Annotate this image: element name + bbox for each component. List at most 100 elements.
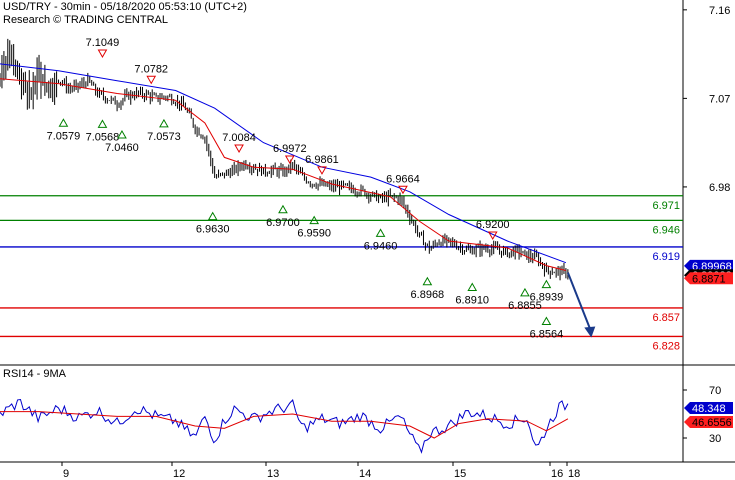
swing-low-label: 6.9700 (266, 217, 300, 229)
swing-low-label: 7.0573 (147, 131, 181, 143)
swing-high-marker (97, 49, 108, 59)
price-panel: 7.16 7.07 6.98 6.971 6.946 6.919 6.857 6.828 7.1… (0, 0, 735, 462)
rsi-panel: RSI14 - 9MA 70 30 48.348 46.6556 (0, 368, 733, 454)
price-tag-box (684, 272, 733, 285)
swing-low-label: 6.9460 (364, 240, 398, 252)
ma-slow-line (0, 63, 567, 264)
swing-annotation: 7.1049 (86, 37, 120, 59)
swing-annotation: 6.9200 (476, 219, 510, 240)
swing-annotation: 6.8855 (508, 287, 542, 312)
rsi-ma-line (0, 411, 569, 439)
swing-high-marker (234, 144, 244, 153)
rsi-axis-tick-label: 70 (709, 385, 721, 397)
swing-annotation: 6.8939 (530, 279, 564, 304)
swing-high-marker (487, 231, 498, 240)
level-label: 6.971 (652, 200, 680, 212)
swing-low-marker (541, 279, 552, 289)
price-tag: 6.8871 (684, 272, 733, 285)
swing-annotation: 7.0579 (47, 118, 81, 142)
swing-annotation: 7.0460 (105, 129, 139, 154)
swing-high-marker (317, 166, 327, 175)
swing-low-marker (422, 276, 433, 286)
time-axis-tick-label: 15 (454, 468, 466, 480)
swing-annotation: 6.8564 (530, 316, 564, 341)
level-label: 6.857 (652, 312, 680, 324)
swing-low-marker (278, 204, 288, 214)
time-axis-tick-label: 14 (359, 468, 371, 480)
swing-annotation: 6.9700 (266, 204, 300, 229)
swing-annotation: 6.9861 (305, 154, 339, 175)
swing-low-marker (58, 118, 69, 127)
swing-annotation: 6.9630 (196, 211, 230, 236)
swing-annotation: 6.9590 (297, 215, 331, 240)
ma-fast-line (0, 78, 567, 271)
rsi-value-tag-box (684, 416, 733, 428)
swing-low-marker (117, 129, 127, 139)
forecast-arrow-head (584, 326, 596, 338)
rsi-value-tag: 48.348 (684, 402, 733, 415)
swing-low-label: 6.8855 (508, 300, 542, 312)
swing-low-marker (520, 287, 530, 297)
time-axis-tick-label: 9 (63, 468, 69, 480)
rsi-value-tag-label: 48.348 (692, 403, 726, 415)
swing-low-label: 6.9590 (297, 228, 331, 240)
swing-low-label: 6.8910 (455, 294, 489, 306)
swing-low-marker (309, 215, 320, 225)
swing-annotation: 7.0084 (222, 132, 256, 153)
swing-annotation: 6.9972 (273, 143, 307, 165)
swing-low-label: 6.9630 (196, 224, 230, 236)
rsi-title: RSI14 - 9MA (3, 368, 67, 380)
swing-low-label: 6.8564 (530, 329, 564, 341)
swing-annotation: 7.0573 (147, 118, 181, 143)
rsi-value-tag-box (684, 402, 733, 414)
rsi-value-tag-label: 46.6556 (692, 417, 732, 429)
swing-high-label: 6.9861 (305, 154, 339, 166)
swing-high-label: 6.9200 (476, 219, 510, 231)
swing-low-label: 6.8939 (530, 292, 564, 304)
swing-high-marker (284, 155, 295, 165)
price-axis-tick-label: 6.98 (709, 182, 730, 194)
x-axis: 9 12 13 14 15 16 18 (0, 461, 735, 480)
rsi-axis-tick-label: 30 (709, 433, 721, 445)
swing-high-label: 7.0782 (134, 63, 168, 75)
price-bars (0, 38, 569, 281)
price-tag-box (684, 259, 733, 272)
swing-low-label: 6.8968 (411, 289, 445, 301)
swing-low-marker (467, 282, 478, 291)
swing-annotation: 7.0568 (86, 119, 120, 143)
price-axis-tick-label: 7.16 (709, 5, 730, 17)
swing-low-label: 7.0579 (47, 130, 81, 142)
swing-high-label: 7.1049 (86, 37, 120, 49)
chart-header-line2: Research © TRADING CENTRAL (3, 14, 168, 26)
swing-low-marker (207, 211, 218, 221)
rsi-value-tag: 46.6556 (684, 416, 733, 429)
swing-low-marker (97, 119, 108, 128)
swing-low-marker (541, 316, 552, 326)
price-tag-label: 6.8871 (692, 273, 726, 285)
swing-annotation: 6.9460 (364, 228, 398, 252)
time-axis-tick-label: 13 (267, 468, 279, 480)
level-label: 6.946 (652, 224, 680, 236)
swing-high-marker (146, 75, 157, 85)
time-axis-tick-label: 12 (173, 468, 185, 480)
time-axis-tick-label: 18 (568, 468, 580, 480)
swing-annotation: 6.9664 (386, 173, 420, 195)
swing-high-marker (398, 185, 408, 195)
forecast-arrow-shaft (566, 272, 592, 330)
swing-low-marker (159, 118, 169, 128)
swing-high-label: 7.0084 (222, 132, 256, 144)
time-axis-tick-label: 16 (551, 468, 563, 480)
swing-low-label: 7.0460 (105, 142, 139, 154)
swing-annotation: 6.8910 (455, 282, 489, 306)
level-label: 6.919 (652, 251, 680, 263)
swing-annotation: 7.0782 (134, 63, 168, 85)
level-label: 6.828 (652, 340, 680, 352)
swing-low-label: 7.0568 (86, 131, 120, 143)
price-axis-tick-label: 7.07 (709, 93, 730, 105)
swing-annotation: 6.8968 (411, 276, 445, 301)
swing-high-label: 6.9972 (273, 143, 307, 155)
swing-low-marker (375, 228, 386, 237)
swing-high-label: 6.9664 (386, 173, 420, 185)
